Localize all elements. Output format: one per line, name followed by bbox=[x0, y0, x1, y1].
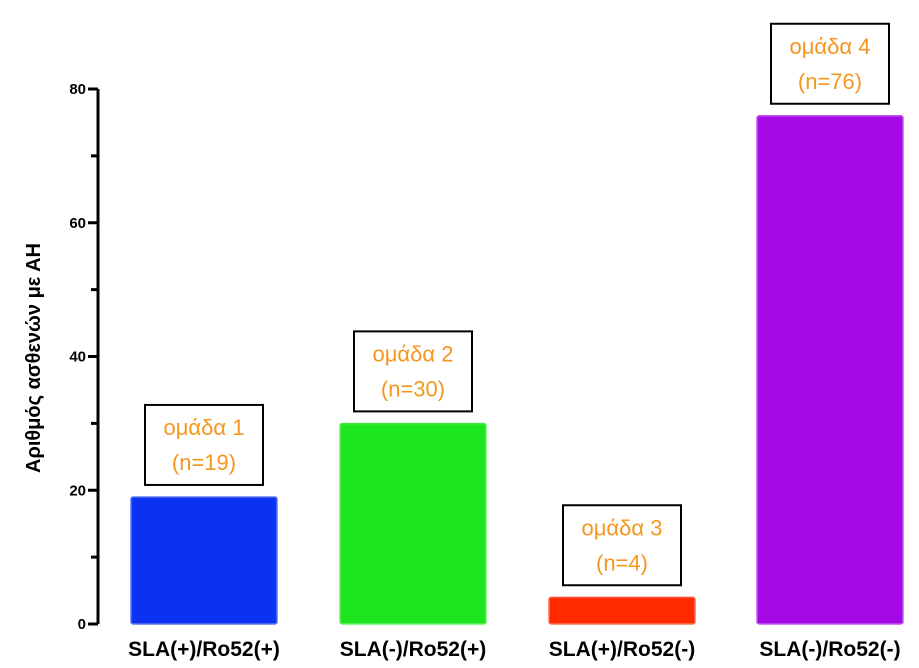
annotation-count-label: (n=76) bbox=[798, 69, 862, 94]
annotation-1: ομάδα 1 (n=19) bbox=[144, 403, 264, 486]
bar-edge-4 bbox=[757, 115, 903, 624]
bar-edge-3 bbox=[549, 597, 695, 624]
bar-inner-4 bbox=[766, 122, 894, 624]
y-axis-title: Αριθμός ασθενών με ΑΗ bbox=[23, 243, 45, 473]
y-tick-label: 20 bbox=[69, 482, 86, 499]
bars bbox=[130, 115, 904, 625]
annotations: ομάδα 1(n=19)ομάδα 2(n=30)ομάδα 3(n=4)ομ… bbox=[144, 22, 890, 587]
annotation-box bbox=[770, 22, 890, 105]
bar-inner-1 bbox=[140, 503, 268, 624]
y-axis: 0 20 40 60 80 bbox=[69, 81, 100, 633]
x-category-label: SLA(+)/Ro52(+) bbox=[128, 638, 280, 661]
annotation-count-label: (n=4) bbox=[596, 550, 648, 575]
y-tick-label: 80 bbox=[69, 81, 86, 98]
annotation-3: ομάδα 3 (n=4) bbox=[562, 504, 682, 587]
bar-edge-1 bbox=[131, 496, 277, 624]
x-category-label: SLA(+)/Ro52(-) bbox=[549, 638, 695, 661]
annotation-group-label: ομάδα 1 bbox=[164, 415, 245, 440]
annotation-group-label: ομάδα 3 bbox=[582, 515, 663, 540]
y-tick-label: 0 bbox=[78, 616, 86, 633]
annotation-group-label: ομάδα 2 bbox=[373, 341, 454, 366]
annotation-box bbox=[353, 330, 473, 413]
y-tick-label: 40 bbox=[69, 349, 86, 366]
annotation-count-label: (n=30) bbox=[381, 376, 445, 401]
x-axis-labels: SLA(+)/Ro52(+) SLA(-)/Ro52(+) SLA(+)/Ro52(… bbox=[128, 638, 900, 661]
annotation-group-label: ομάδα 4 bbox=[790, 34, 871, 59]
bar-inner-2 bbox=[349, 430, 477, 624]
annotation-box bbox=[144, 403, 264, 486]
bar-edge-2 bbox=[340, 423, 486, 624]
annotation-2: ομάδα 2 (n=30) bbox=[353, 330, 473, 413]
x-category-label: SLA(-)/Ro52(+) bbox=[340, 638, 486, 661]
annotation-count-label: (n=19) bbox=[172, 450, 236, 475]
y-tick-label: 60 bbox=[69, 215, 86, 232]
bar-inner-3 bbox=[558, 604, 686, 624]
annotation-box bbox=[562, 504, 682, 587]
x-category-label: SLA(-)/Ro52(-) bbox=[759, 638, 900, 661]
annotation-4: ομάδα 4 (n=76) bbox=[770, 22, 890, 105]
